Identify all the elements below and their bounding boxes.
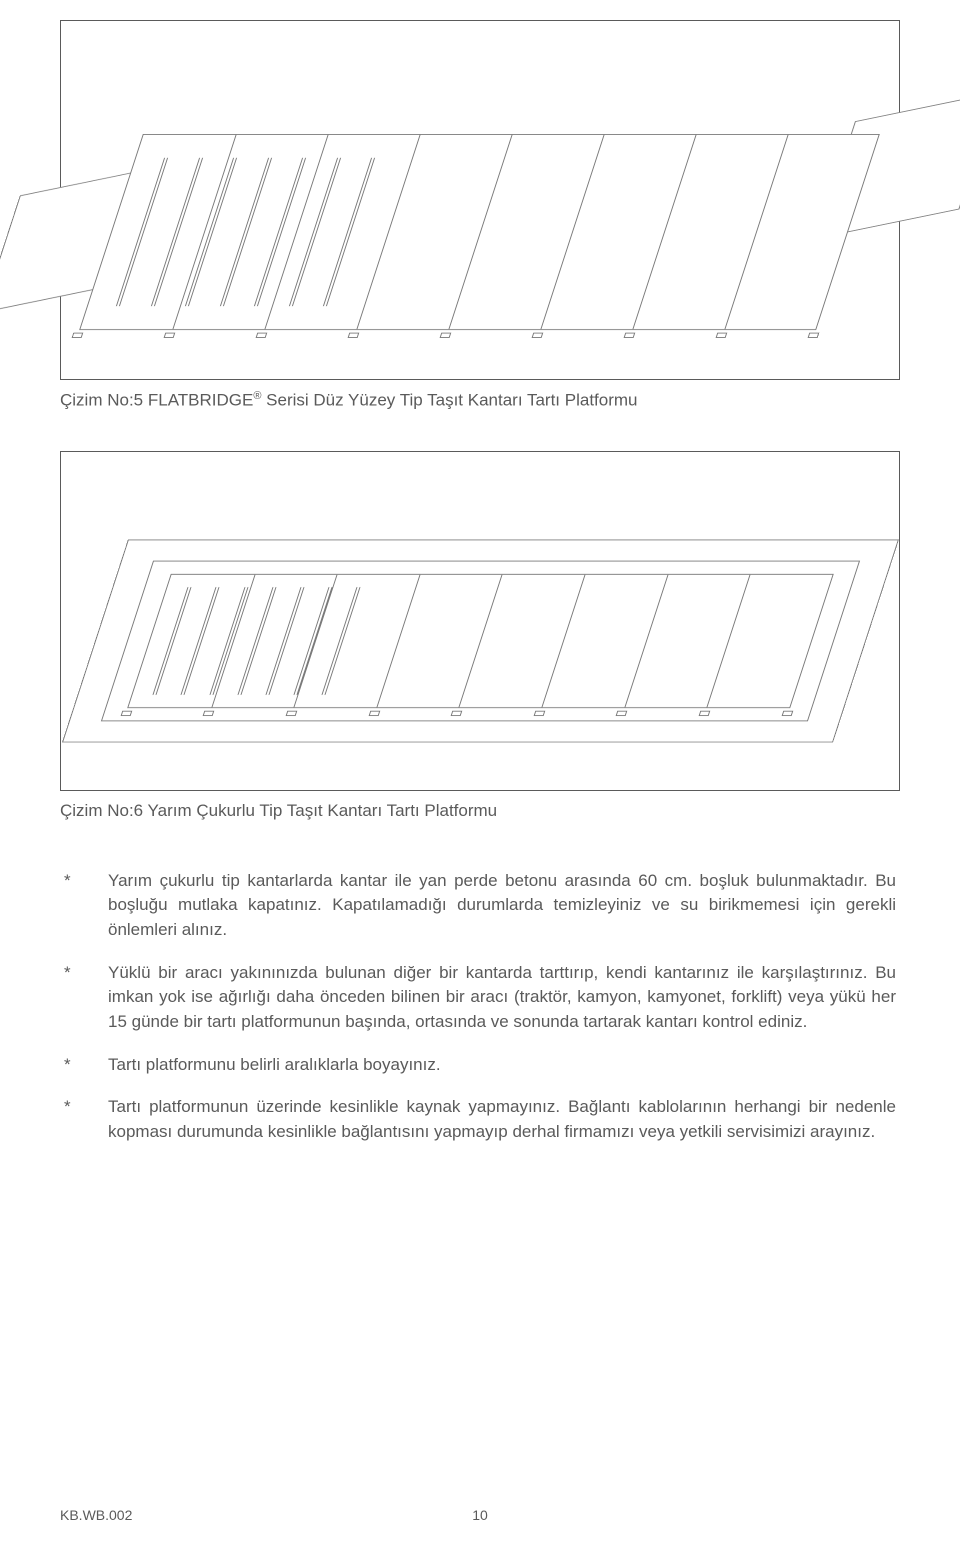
deck-panel-divider	[632, 135, 696, 329]
support-foot	[781, 710, 793, 715]
deck-panel-divider	[459, 575, 503, 707]
bullet-text: Yarım çukurlu tip kantarlarda kantar ile…	[108, 869, 896, 943]
footer-left: KB.WB.002	[60, 1507, 132, 1523]
bullet-mark: *	[64, 1053, 108, 1078]
bullet-mark: *	[64, 1095, 108, 1120]
figure-1-box	[60, 20, 900, 380]
deck-panel-divider	[724, 135, 788, 329]
bullet-item: *Yarım çukurlu tip kantarlarda kantar il…	[64, 869, 896, 943]
pit-inner	[100, 560, 860, 721]
support-foot	[624, 333, 636, 338]
bullet-item: *Yüklü bir aracı yakınınızda bulunan diğ…	[64, 961, 896, 1035]
support-foot	[533, 710, 545, 715]
caption-bold: FLATBRIDGE	[148, 391, 253, 410]
support-foot	[256, 333, 268, 338]
bullet-item: *Tartı platformunun üzerinde kesinlikle …	[64, 1095, 896, 1144]
support-foot	[120, 710, 132, 715]
support-foot	[164, 333, 176, 338]
figure-2-box	[60, 451, 900, 791]
support-foot	[285, 710, 297, 715]
bullet-list: *Yarım çukurlu tip kantarlarda kantar il…	[60, 869, 900, 1145]
support-foot	[72, 333, 84, 338]
support-foot	[532, 333, 544, 338]
caption-prefix: Çizim No:6	[60, 801, 148, 820]
ribs	[152, 587, 356, 695]
support-foot	[715, 333, 727, 338]
support-foot	[698, 710, 710, 715]
figure-1-platform	[79, 134, 880, 330]
deck-panel-divider	[540, 135, 604, 329]
caption-rest: Yarım Çukurlu Tip Taşıt Kantarı Tartı Pl…	[148, 801, 498, 820]
deck-panel-divider	[541, 575, 585, 707]
bullet-text: Tartı platformunun üzerinde kesinlikle k…	[108, 1095, 896, 1144]
footer-page-number: 10	[472, 1507, 488, 1523]
support-foot	[440, 333, 452, 338]
bullet-mark: *	[64, 961, 108, 986]
deck-panel-divider	[624, 575, 668, 707]
deck-panel-divider	[706, 575, 750, 707]
support-foot	[368, 710, 380, 715]
caption-prefix: Çizim No:5	[60, 391, 148, 410]
figure-1-caption: Çizim No:5 FLATBRIDGE® Serisi Düz Yüzey …	[60, 390, 900, 411]
bullet-text: Yüklü bir aracı yakınınızda bulunan diğe…	[108, 961, 896, 1035]
deck-panel-divider	[448, 135, 512, 329]
support-foot	[450, 710, 462, 715]
bullet-text: Tartı platformunu belirli aralıklarla bo…	[108, 1053, 896, 1078]
figure-2-pit	[62, 539, 899, 742]
page-footer: KB.WB.002 10	[60, 1507, 900, 1523]
deck-panel-divider	[376, 575, 420, 707]
support-foot	[616, 710, 628, 715]
support-foot	[348, 333, 360, 338]
bullet-mark: *	[64, 869, 108, 894]
support-foot	[202, 710, 214, 715]
figure-2-caption: Çizim No:6 Yarım Çukurlu Tip Taşıt Kanta…	[60, 801, 900, 821]
support-foot	[807, 333, 819, 338]
caption-rest: Serisi Düz Yüzey Tip Taşıt Kantarı Tartı…	[261, 391, 637, 410]
bullet-item: *Tartı platformunu belirli aralıklarla b…	[64, 1053, 896, 1078]
